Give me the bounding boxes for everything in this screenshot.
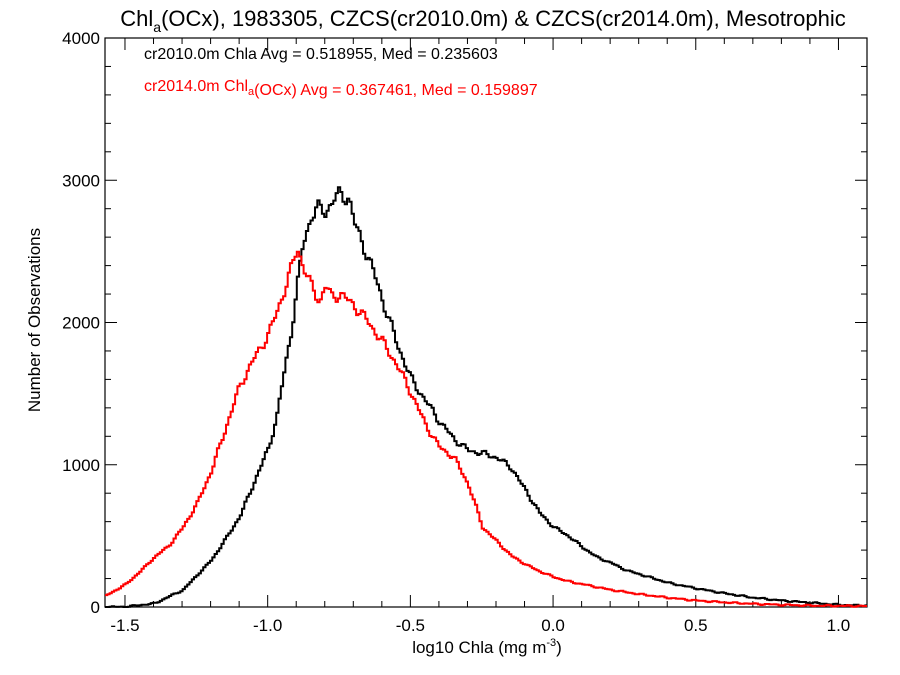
- legend-annotations: cr2010.0m Chla Avg = 0.518955, Med = 0.2…: [144, 46, 538, 99]
- x-axis-label-close: ): [556, 638, 562, 657]
- chart-title-subscript: a: [153, 19, 161, 35]
- series-group: [105, 186, 867, 608]
- y-tick-label: 3000: [62, 171, 100, 190]
- y-tick-label: 1000: [62, 456, 100, 475]
- series-line-1: [105, 186, 867, 608]
- chart-title-prefix: Chl: [120, 6, 153, 31]
- x-tick-label: 0.5: [684, 616, 708, 635]
- x-tick-label: 0.0: [541, 616, 565, 635]
- x-axis-label-main: log10 Chla (mg m: [412, 638, 546, 657]
- tick-labels: -1.5 -1.0 -0.5 0.0 0.5 1.0 0 1000 2000 3000 4000: [62, 29, 850, 635]
- y-tick-label: 4000: [62, 29, 100, 48]
- x-tick-label: -1.5: [110, 616, 139, 635]
- y-tick-label: 2000: [62, 314, 100, 333]
- y-axis-label: Number of Observations: [25, 228, 44, 412]
- x-tick-label: 1.0: [827, 616, 851, 635]
- x-tick-label: -0.5: [396, 616, 425, 635]
- x-axis-label: log10 Chla (mg m-3): [412, 637, 562, 657]
- stats-annotation: cr2010.0m Chla Avg = 0.518955, Med = 0.2…: [144, 46, 498, 63]
- plot-frame: [104, 37, 868, 608]
- chart-title: Chla(OCx), 1983305, CZCS(cr2010.0m) & CZ…: [120, 6, 845, 35]
- y-tick-label: 0: [91, 598, 100, 617]
- series-line-2: [105, 250, 867, 608]
- x-tick-label: -1.0: [253, 616, 282, 635]
- stats-annotation: cr2014.0m Chla(OCx) Avg = 0.367461, Med …: [144, 78, 538, 99]
- x-axis-label-sup: -3: [546, 637, 556, 649]
- axis-ticks: [105, 37, 867, 608]
- chart-title-rest: (OCx), 1983305, CZCS(cr2010.0m) & CZCS(c…: [161, 6, 846, 31]
